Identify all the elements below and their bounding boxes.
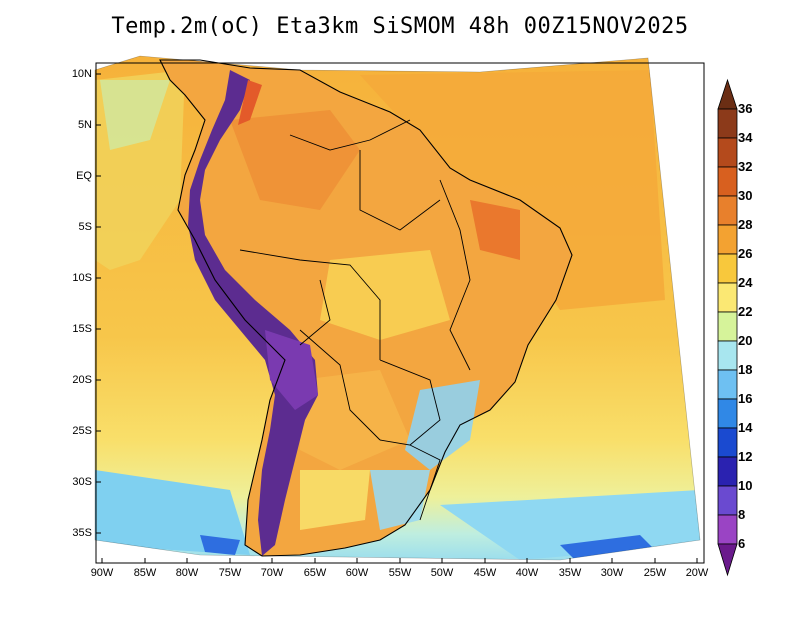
- colorbar-label: 12: [738, 449, 753, 464]
- colorbar-label: 6: [738, 536, 746, 551]
- lon-label: 75W: [218, 567, 242, 579]
- colorbar: [717, 78, 738, 577]
- lon-label: 25W: [643, 567, 667, 579]
- colorbar-label: 24: [738, 275, 753, 290]
- lon-label: 70W: [260, 567, 284, 579]
- lat-label: 5N: [77, 119, 92, 131]
- colorbar-label: 14: [738, 420, 753, 435]
- lon-ticks: [101, 558, 698, 563]
- uruguay-cool: [370, 470, 430, 530]
- colorbar-label: 30: [738, 188, 753, 203]
- lon-label: 35W: [558, 567, 582, 579]
- colorbar-label: 8: [738, 507, 746, 522]
- border-paraguay: [379, 359, 441, 446]
- colorbar-swatch: [717, 224, 738, 255]
- map-title: Temp.2m(oC) Eta3km SiSMOM 48h 00Z15NOV20…: [111, 14, 689, 39]
- amazon-warm: [230, 110, 360, 210]
- colorbar-label: 22: [738, 304, 753, 319]
- warm-atlantic: [360, 70, 665, 310]
- pampas-mild: [300, 470, 370, 530]
- border-states: [439, 179, 471, 371]
- lon-label: 60W: [345, 567, 369, 579]
- andes-cold: [188, 70, 318, 556]
- lon-label: 45W: [473, 567, 497, 579]
- colorbar-label: 10: [738, 478, 753, 493]
- colorbar-label: 26: [738, 246, 753, 261]
- lat-label: 35S: [72, 527, 92, 539]
- lat-label: 25S: [72, 425, 92, 437]
- colorbar-label: 16: [738, 391, 753, 406]
- colorbar-swatch: [717, 514, 738, 545]
- lat-label: 5S: [78, 221, 92, 233]
- border-amazon: [359, 150, 441, 231]
- colorbar-label: 20: [738, 333, 753, 348]
- colorbar-swatch: [717, 427, 738, 458]
- pacific-north-cool: [100, 80, 170, 150]
- colorbar-swatch: [717, 398, 738, 429]
- colorbar-swatch: [717, 340, 738, 371]
- coastline: [159, 59, 573, 557]
- colorbar-swatch: [717, 137, 738, 168]
- lat-label: 15S: [72, 323, 92, 335]
- northeast-hot: [470, 200, 520, 260]
- lat-ticks: [96, 73, 101, 534]
- colorbar-swatch: [717, 456, 738, 487]
- country-borders: [239, 119, 471, 521]
- lon-label: 65W: [303, 567, 327, 579]
- lat-label: 30S: [72, 476, 92, 488]
- cold-spot-sw: [200, 535, 240, 555]
- lon-label: 90W: [90, 567, 114, 579]
- colorbar-swatch: [717, 108, 738, 139]
- colorbar-label: 34: [738, 130, 753, 145]
- lat-label: 20S: [72, 374, 92, 386]
- colorbar-label: 18: [738, 362, 753, 377]
- lon-label: 80W: [175, 567, 199, 579]
- colorbar-swatch: [717, 195, 738, 226]
- lon-label: 20W: [685, 567, 709, 579]
- colorbar-top-arrow: [717, 78, 738, 110]
- chaco-warm: [300, 370, 410, 470]
- lat-label: 10N: [71, 68, 92, 80]
- colorbar-label: 32: [738, 159, 753, 174]
- map-field: [95, 56, 700, 560]
- andes-north-warm: [238, 80, 262, 125]
- south-pacific-cold: [95, 470, 250, 555]
- colorbar-swatch: [717, 369, 738, 400]
- southeast-cool: [405, 380, 480, 470]
- colorbar-label: 36: [738, 101, 753, 116]
- colorbar-swatch: [717, 166, 738, 197]
- colorbar-swatch: [717, 311, 738, 342]
- altiplano-cold: [265, 330, 318, 410]
- lon-label: 30W: [600, 567, 624, 579]
- border-central: [239, 249, 381, 360]
- border-north: [289, 119, 411, 151]
- colorbar-swatch: [717, 282, 738, 313]
- colorbar-swatch: [717, 485, 738, 516]
- lon-label: 50W: [430, 567, 454, 579]
- border-bolivia: [299, 329, 381, 441]
- lon-label: 55W: [388, 567, 412, 579]
- colorbar-swatch: [717, 253, 738, 284]
- lat-label: EQ: [76, 170, 92, 182]
- lon-label: 40W: [515, 567, 539, 579]
- central-mild: [320, 250, 450, 340]
- lon-label: 85W: [133, 567, 157, 579]
- colorbar-label: 28: [738, 217, 753, 232]
- lat-label: 10S: [72, 272, 92, 284]
- border-peru: [299, 279, 331, 346]
- colorbar-bottom-arrow: [717, 543, 738, 577]
